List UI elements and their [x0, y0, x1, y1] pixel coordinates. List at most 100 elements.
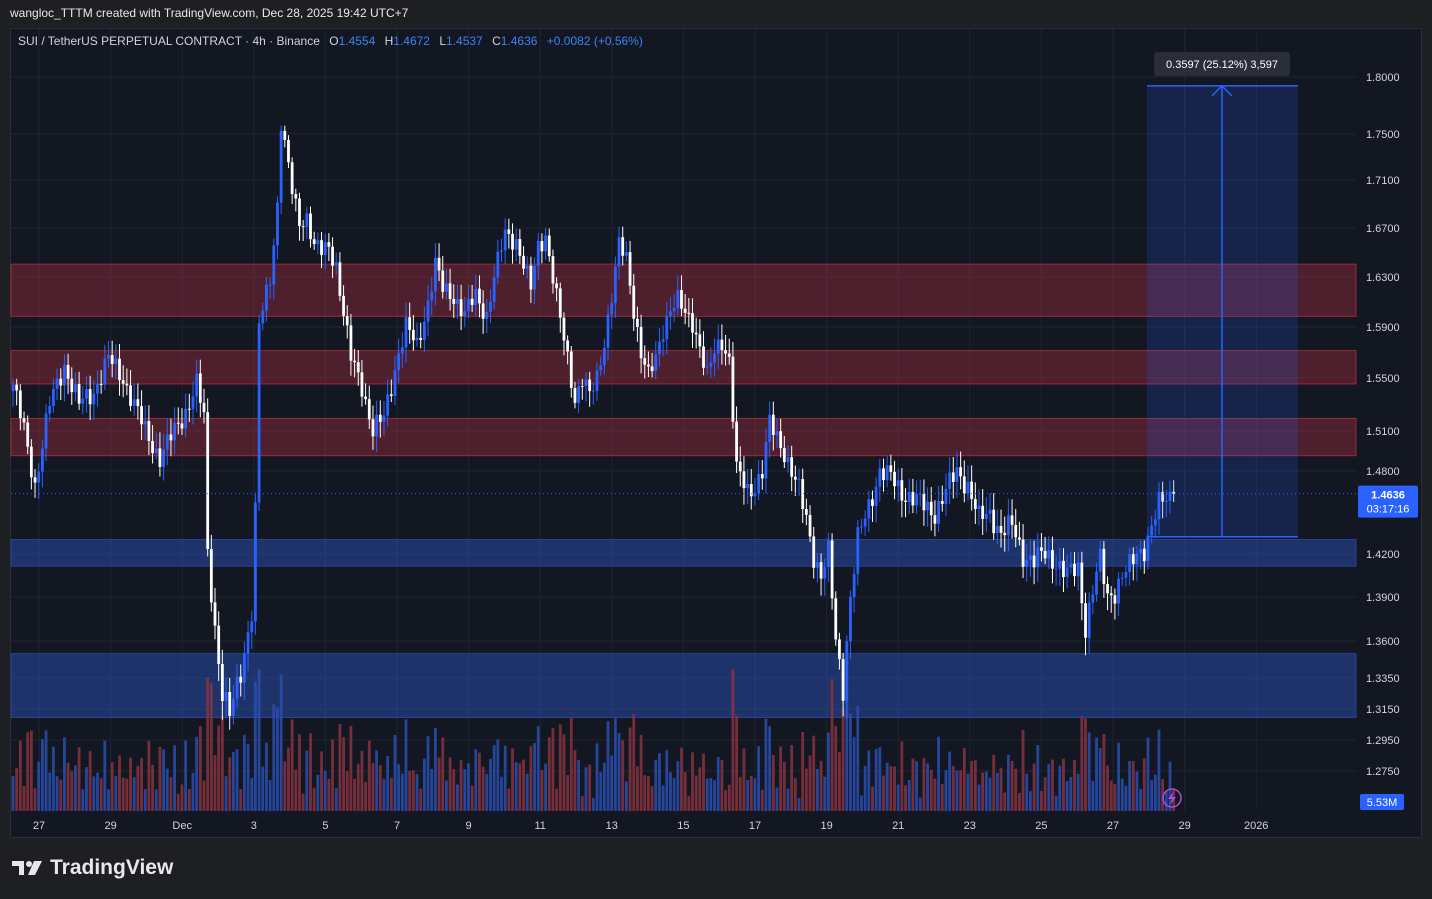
volume-bar [757, 746, 761, 811]
x-tick-label: 21 [892, 820, 904, 832]
candle-body [309, 213, 312, 240]
candle-body [334, 262, 338, 266]
volume-bar [926, 763, 929, 811]
candle-body [591, 390, 595, 392]
candle-body [533, 265, 536, 290]
volume-bar [573, 749, 577, 811]
candle-body [613, 266, 617, 304]
x-tick-label: Dec [172, 820, 192, 832]
candle-body [647, 364, 650, 367]
volume-bar [430, 768, 434, 811]
candle-body [746, 484, 749, 489]
volume-bar [885, 762, 889, 811]
volume-bar [99, 778, 103, 811]
candle-body [305, 213, 309, 227]
candle-body [558, 288, 562, 318]
candle-body [1032, 555, 1036, 568]
candle-body [356, 362, 360, 373]
candle-body [834, 598, 838, 640]
candle-body [430, 291, 434, 301]
countdown-label: 03:17:16 [1367, 504, 1410, 516]
volume-bar [962, 747, 966, 811]
candle-body [680, 289, 683, 309]
candle-body [88, 389, 92, 405]
candle-body [37, 471, 41, 483]
candle-body [713, 353, 716, 363]
volume-bar [948, 751, 952, 811]
volume-bar [1113, 784, 1117, 811]
volume-bar [411, 770, 415, 811]
symbol-legend: SUI / TetherUS PERPETUAL CONTRACT · 4h ·… [18, 34, 643, 48]
candle-body [621, 237, 625, 256]
candle-body [566, 340, 570, 352]
volume-bar [709, 778, 713, 811]
candle-body [1006, 515, 1010, 536]
candle-body [536, 241, 540, 266]
candle-body [970, 481, 974, 499]
candle-body [669, 311, 672, 316]
volume-bar [1006, 754, 1010, 811]
volume-bar [378, 765, 382, 811]
volume-bar [1051, 759, 1054, 811]
candle-body [577, 386, 581, 403]
tradingview-logo[interactable]: TradingView [12, 856, 173, 880]
volume-bar [132, 777, 136, 811]
candle-body [470, 298, 474, 305]
volume-bar [419, 788, 423, 811]
volume-bar [1036, 745, 1040, 811]
volume-bar [1065, 781, 1069, 811]
volume-bar [334, 788, 338, 811]
volume-bar [849, 713, 852, 811]
candle-body [841, 659, 845, 701]
volume-bar [147, 740, 151, 811]
candle-body [1124, 572, 1128, 578]
candle-body [459, 299, 463, 317]
candle-body [48, 405, 52, 414]
volume-bar [1062, 758, 1065, 811]
volume-bar [984, 771, 988, 811]
candle-body [827, 540, 830, 568]
volume-bar [588, 764, 592, 811]
volume-bar [257, 669, 261, 811]
volume-bar [955, 770, 959, 811]
volume-bar [287, 747, 290, 811]
candle-body [764, 441, 768, 479]
candle-body [860, 526, 863, 528]
volume-bar [33, 788, 37, 811]
candle-body [602, 347, 606, 366]
volume-bar [283, 761, 287, 811]
candle-body [867, 499, 871, 519]
candle-body [849, 596, 852, 642]
candle-body [797, 479, 801, 481]
volume-bar [107, 789, 110, 811]
x-tick-label: 27 [33, 820, 45, 832]
volume-bar [400, 773, 404, 811]
volume-bar [386, 755, 390, 811]
candle-body [580, 386, 584, 388]
volume-bar [599, 772, 603, 811]
candle-body [415, 337, 419, 341]
volume-bar [294, 769, 298, 811]
candle-body [162, 449, 165, 467]
volume-bar [665, 750, 669, 811]
candle-body [650, 366, 654, 372]
volume-bar [231, 751, 235, 811]
volume-bar [1146, 737, 1150, 811]
candle-body [988, 509, 992, 514]
candle-body [529, 265, 533, 290]
volume-bar [746, 780, 749, 811]
candle-body [628, 252, 632, 286]
volume-bar [26, 732, 30, 811]
volume-bar [220, 715, 224, 811]
volume-bar [716, 756, 720, 811]
volume-bar [544, 763, 547, 811]
candle-body [1102, 548, 1106, 585]
volume-bar [801, 732, 805, 811]
candle-body [775, 431, 779, 435]
volume-bar [180, 784, 184, 811]
candle-body [1076, 562, 1080, 577]
candle-body [327, 242, 331, 247]
candle-body [323, 242, 327, 256]
candle-body [206, 412, 210, 549]
